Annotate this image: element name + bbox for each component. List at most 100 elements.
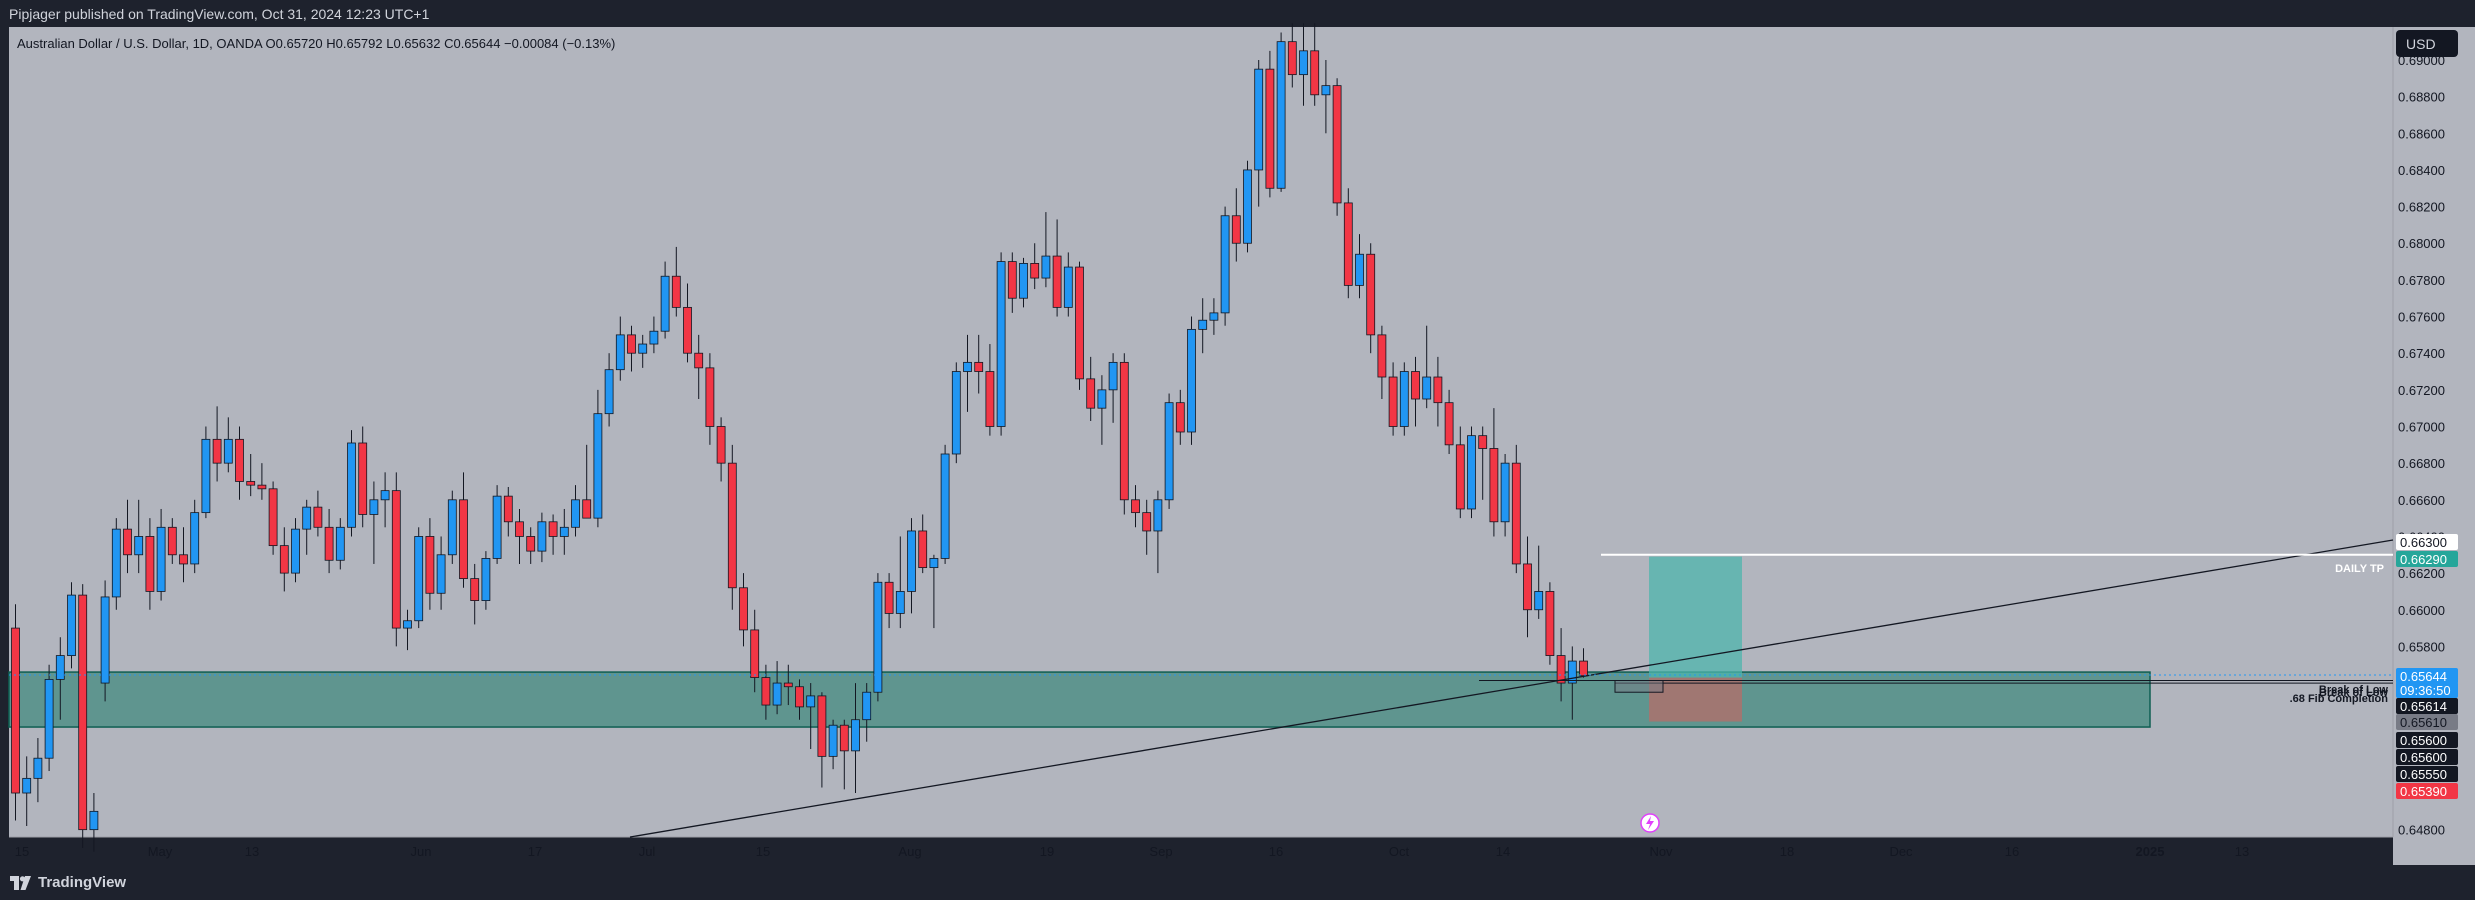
candle-body (1243, 169, 1252, 244)
candle (1556, 628, 1566, 702)
x-tick-label: Jun (411, 844, 432, 859)
candle-body (1433, 376, 1443, 404)
candle (851, 683, 860, 794)
candle-body (772, 682, 782, 706)
candle-body (257, 484, 267, 490)
candle (1063, 252, 1073, 317)
candle (111, 518, 121, 610)
candle (515, 508, 524, 564)
position-target-area[interactable] (1649, 556, 1742, 678)
candle-body (985, 371, 995, 427)
candle-body (380, 490, 390, 501)
candle (1399, 362, 1409, 436)
fib-completion-box[interactable] (1614, 679, 1664, 693)
candle-body (1198, 319, 1208, 330)
candle-body (559, 526, 569, 537)
candle-body (727, 462, 737, 589)
candle (1332, 78, 1342, 216)
candle (918, 514, 928, 574)
candle (67, 582, 76, 669)
candle (996, 252, 1006, 436)
candle (940, 444, 950, 564)
candle-body (907, 530, 916, 592)
candle-body (571, 499, 580, 528)
candle (89, 793, 99, 852)
candle-body (1500, 462, 1510, 523)
candle-body (324, 526, 334, 561)
candle (268, 481, 278, 555)
trendline[interactable] (629, 539, 2394, 838)
candle-body (447, 499, 457, 556)
price-axis-label-text: 0.66290 (2400, 552, 2447, 567)
candle-body (67, 594, 76, 656)
candle-body (1579, 660, 1588, 677)
candle (1422, 325, 1432, 409)
candle (179, 527, 188, 583)
x-tick-label: 18 (1780, 844, 1794, 859)
price-axis-label-text: 0.65614 (2400, 699, 2447, 714)
candle-body (1276, 41, 1286, 189)
candle-body (795, 686, 804, 708)
candle-body (929, 558, 939, 569)
x-tick-label: 15 (15, 844, 29, 859)
candle-body (201, 438, 211, 514)
price-chart[interactable]: 0.690000.688000.686000.684000.682000.680… (0, 0, 2475, 865)
price-axis-label: 0.65614 (2396, 698, 2458, 714)
candle (1500, 453, 1510, 537)
demand-zone[interactable] (8, 671, 2151, 728)
candle-body (1511, 462, 1521, 565)
candle (291, 518, 300, 583)
candle (1534, 545, 1544, 619)
candle (806, 683, 816, 750)
candle-body (851, 719, 860, 752)
price-axis-label: 0.65644 (2396, 668, 2458, 684)
candle (190, 499, 200, 574)
candle (559, 508, 569, 555)
candle (156, 508, 166, 601)
candle (201, 426, 211, 519)
candle-body (683, 306, 692, 354)
candle (33, 738, 43, 803)
candle-body (1545, 591, 1555, 656)
candle-body (481, 558, 491, 601)
candle (1131, 485, 1140, 528)
y-tick-label: 0.67000 (2398, 420, 2445, 435)
y-tick-label: 0.67400 (2398, 346, 2445, 361)
tradingview-logo[interactable]: TradingView (10, 874, 126, 891)
candle-body (627, 334, 636, 354)
candle (369, 481, 379, 564)
currency-button[interactable] (2396, 30, 2458, 57)
candle-body (111, 528, 121, 598)
candle-body (1377, 334, 1387, 378)
candle-body (425, 536, 435, 594)
candle (772, 661, 782, 715)
candle-body (291, 528, 300, 574)
x-tick-label: 13 (2235, 844, 2249, 859)
candle (873, 573, 883, 702)
candle-body (212, 438, 222, 464)
candle-body (750, 629, 760, 678)
candle (604, 353, 614, 427)
lightning-icon[interactable] (1640, 813, 1660, 833)
daily-tp-annotation: DAILY TP (2335, 563, 2384, 575)
position-stop-area[interactable] (1649, 677, 1742, 722)
candle-body (705, 367, 715, 427)
candle-body (279, 545, 289, 574)
candle-body (1343, 202, 1353, 286)
candle (985, 344, 995, 436)
candle-body (918, 530, 928, 569)
candle-body (167, 526, 177, 556)
candle (1142, 499, 1152, 555)
candle-body (548, 521, 558, 537)
candle-body (817, 695, 827, 757)
candle-body (1187, 328, 1196, 433)
candle-body (503, 495, 513, 523)
candle-body (1007, 261, 1017, 299)
candle-body (246, 481, 256, 486)
y-tick-label: 0.67800 (2398, 273, 2445, 288)
candle (705, 353, 715, 445)
price-axis-label: 0.65550 (2396, 766, 2458, 782)
candle-body (951, 371, 961, 455)
candle (1030, 243, 1040, 290)
y-tick-label: 0.68600 (2398, 126, 2445, 141)
